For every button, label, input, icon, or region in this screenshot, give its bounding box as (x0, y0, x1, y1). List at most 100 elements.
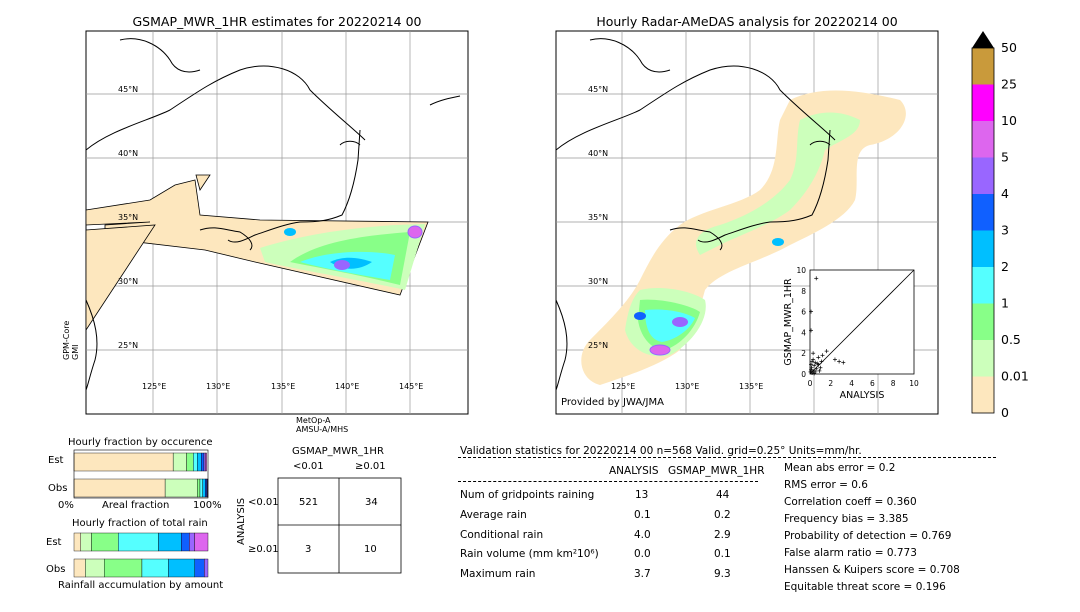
colorbar-label: 10 (1001, 113, 1017, 128)
radar-credit: Provided by JWA/JMA (561, 397, 664, 408)
totalrain-title: Hourly fraction of total rain (72, 518, 208, 529)
scatter-ylabel: GSMAP_MWR_1HR (783, 278, 794, 366)
fraction-bar-segment (205, 478, 207, 498)
fraction-bar-segment (197, 452, 202, 472)
colorbar-block (972, 340, 994, 377)
left-lat-label-45: 45°N (118, 85, 138, 94)
left-lon-label-130: 130°E (206, 382, 230, 391)
right-lat-label-40: 40°N (588, 149, 608, 158)
fraction-bar-segment (141, 558, 169, 578)
validation-divider (458, 457, 996, 458)
colorbar-block (972, 194, 994, 231)
right-lat-label-30: 30°N (588, 277, 608, 286)
colorbar-block (972, 121, 994, 158)
row-label: Rain volume (mm km²10⁶) (460, 548, 599, 560)
fraction-bar-segment (193, 452, 198, 472)
scatter-point (809, 367, 814, 372)
occurrence-title: Hourly fraction by occurence (68, 437, 213, 448)
left-map: 45°N 40°N 35°N 30°N 25°N 125°E 130°E 135… (85, 30, 469, 415)
scatter-point (812, 371, 817, 376)
row-gsmap: 44 (716, 489, 730, 501)
scatter-point (832, 357, 837, 362)
fraction-bar-segment (199, 478, 203, 498)
validation-col-divider (458, 481, 758, 482)
colorbar-block (972, 376, 994, 413)
contingency-col-1: ≥0.01 (355, 461, 386, 472)
fraction-bar-segment (73, 532, 81, 552)
fraction-bar-segment (189, 532, 195, 552)
contingency-side-label: ANALYSIS (236, 497, 247, 545)
scatter-point (811, 357, 816, 362)
score-line: False alarm ratio = 0.773 (784, 547, 917, 559)
occurrence-cat-est: Est (48, 455, 64, 466)
totalrain-cat-est: Est (46, 537, 62, 548)
colorbar-block (972, 157, 994, 194)
left-map-title: GSMAP_MWR_1HR estimates for 20220214 00 (132, 14, 422, 29)
scatter-point (837, 359, 842, 364)
scatter-xlabel: ANALYSIS (840, 390, 885, 401)
scatter-point (814, 366, 819, 371)
scatter-point (809, 328, 814, 333)
contingency-col-0: <0.01 (293, 461, 324, 472)
validation-header: Validation statistics for 20220214 00 n=… (460, 445, 862, 457)
scatter-xtick: 2 (828, 379, 833, 388)
row-analysis: 0.0 (634, 548, 651, 560)
colorbar-block (972, 303, 994, 340)
scatter-point (841, 360, 846, 365)
scatter-xtick: 6 (870, 379, 875, 388)
score-line: Probability of detection = 0.769 (784, 530, 952, 542)
row-label: Num of gridpoints raining (460, 489, 595, 501)
scatter-point (808, 369, 813, 374)
colorbar-label: 50 (1001, 40, 1017, 55)
fraction-bar-segment (202, 478, 206, 498)
scatter-ytick: 6 (801, 308, 806, 317)
occurrence-xlabel: Areal fraction (102, 500, 170, 511)
contingency-title: GSMAP_MWR_1HR (292, 446, 384, 457)
occurrence-frame (73, 449, 209, 499)
fraction-bar-segment (197, 478, 201, 498)
colorbar-label: 4 (1001, 186, 1009, 201)
left-lat-label-25: 25°N (118, 341, 138, 350)
scatter-point (811, 351, 816, 356)
left-lat-label-40: 40°N (118, 149, 138, 158)
scatter-point (818, 365, 823, 370)
scatter-point (814, 276, 819, 281)
right-lon-label-125: 125°E (611, 382, 635, 391)
left-lon-label-125: 125°E (142, 382, 166, 391)
colorbar-label: 0 (1001, 405, 1009, 420)
fraction-bar-segment (73, 452, 174, 472)
fraction-bar-segment (194, 532, 209, 552)
colorbar-label: 5 (1001, 150, 1009, 165)
row-gsmap: 9.3 (714, 568, 731, 580)
fraction-bar-segment (73, 478, 166, 498)
fraction-bar-segment (80, 532, 92, 552)
occurrence-tick-0: 0% (58, 500, 74, 511)
colorbar-label: 0.5 (1001, 332, 1021, 347)
row-analysis: 0.1 (634, 509, 651, 521)
fraction-bar-segment (172, 452, 187, 472)
scatter-point (813, 360, 818, 365)
row-gsmap: 0.2 (714, 509, 731, 521)
colorbar-block (972, 84, 994, 121)
row-analysis: 3.7 (634, 568, 651, 580)
scatter-xtick: 0 (808, 379, 813, 388)
score-line: Equitable threat score = 0.196 (784, 581, 946, 593)
score-line: RMS error = 0.6 (784, 479, 868, 491)
scatter-point (824, 349, 829, 354)
colorbar-label: 0.01 (1001, 369, 1029, 384)
scatter-ytick: 0 (801, 370, 806, 379)
scatter-xtick: 10 (909, 379, 919, 388)
fraction-bar-segment (201, 452, 205, 472)
fraction-bar-segment (205, 452, 207, 472)
right-lat-label-25: 25°N (588, 341, 608, 350)
score-line: Frequency bias = 3.385 (784, 513, 909, 525)
scatter-point (812, 363, 817, 368)
left-lon-label-145: 145°E (399, 382, 423, 391)
colorbar-block (972, 267, 994, 304)
scatter-point (809, 309, 814, 314)
left-lon-label-140: 140°E (335, 382, 359, 391)
scatter-ytick: 2 (801, 349, 806, 358)
fraction-bar-segment (186, 452, 194, 472)
fraction-bar-segment (85, 558, 105, 578)
score-line: Hanssen & Kuipers score = 0.708 (784, 564, 960, 576)
